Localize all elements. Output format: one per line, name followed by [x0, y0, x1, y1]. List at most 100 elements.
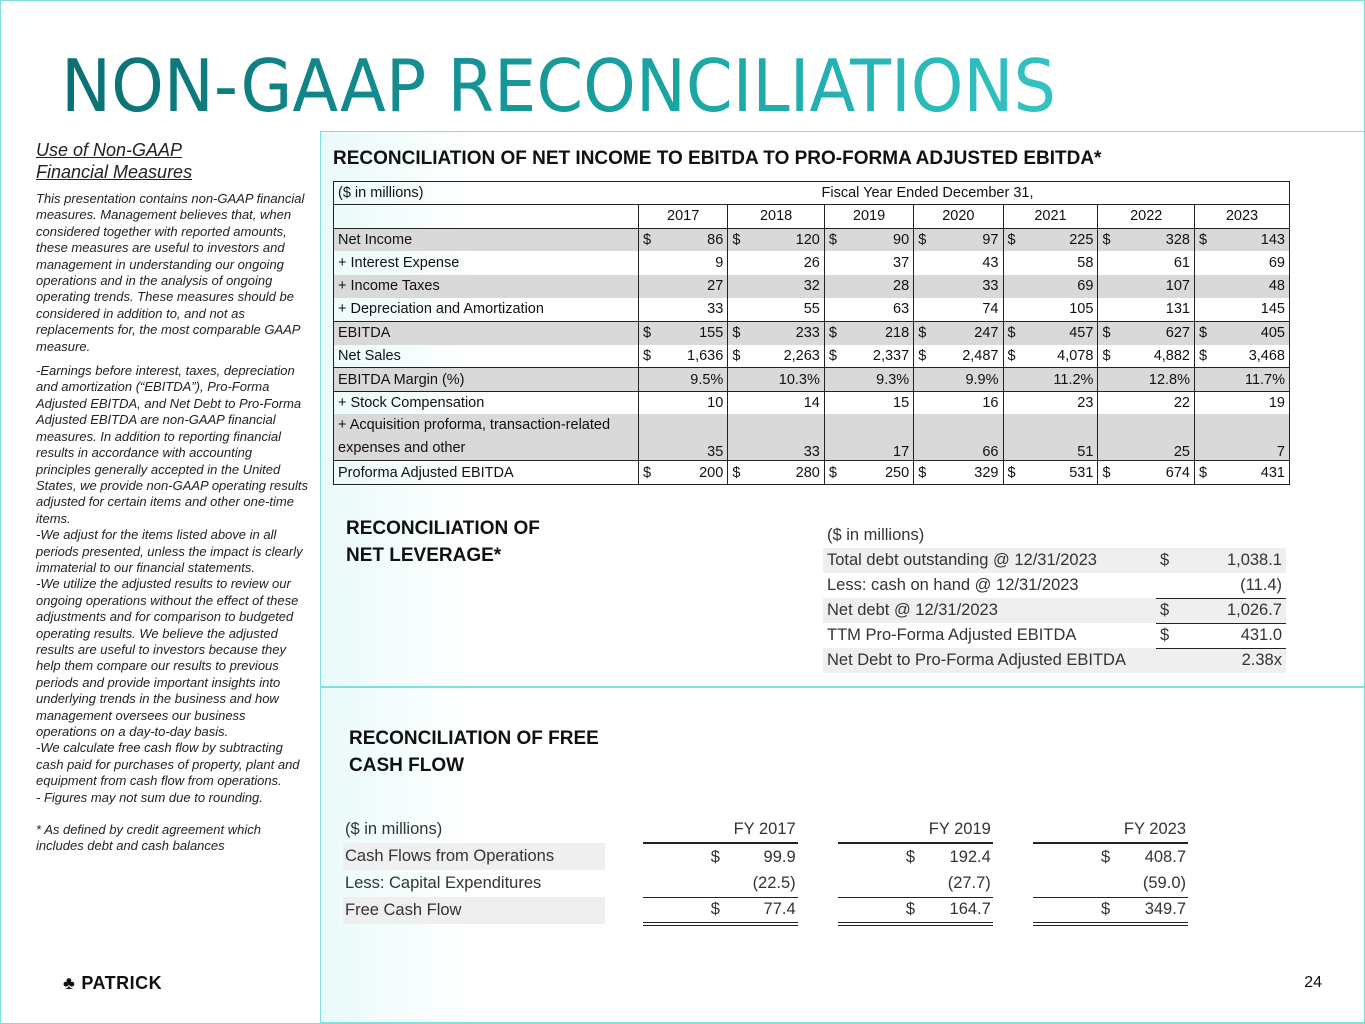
currency-symbol	[1194, 390, 1217, 415]
gap	[798, 816, 838, 843]
currency-symbol	[824, 274, 847, 298]
currency-symbol	[838, 870, 929, 897]
header-row: ($ in millions) FY 2017 FY 2019 FY 2023	[343, 816, 1188, 844]
disclosure-paragraph: -Earnings before interest, taxes, deprec…	[36, 363, 308, 805]
year-header: 2021	[1003, 204, 1099, 229]
currency-symbol: $	[1156, 597, 1186, 623]
gap	[798, 843, 838, 870]
value-cell: 17	[846, 414, 915, 461]
currency-symbol	[1097, 367, 1120, 392]
value-cell: 48	[1216, 274, 1290, 298]
currency-symbol: $	[1156, 548, 1186, 573]
gap	[605, 816, 643, 843]
currency-symbol	[727, 367, 750, 392]
value-cell: 164.7	[928, 896, 993, 926]
value-cell: 349.7	[1123, 896, 1188, 926]
value-cell: 99.9	[763, 847, 796, 866]
currency-symbol	[913, 367, 936, 392]
value-cell: 250	[846, 460, 915, 485]
value-cell: 4,882	[1119, 344, 1195, 368]
row-label: Free Cash Flow	[343, 897, 605, 924]
table-row: Net Debt to Pro-Forma Adjusted EBITDA 2.3…	[823, 647, 1286, 673]
currency-symbol: $	[1194, 320, 1217, 345]
year-header: 2018	[727, 204, 825, 229]
currency-symbol	[1097, 414, 1120, 461]
patrick-logo: ♣ PATRICK	[63, 973, 163, 993]
value-cell: 69	[1025, 274, 1099, 298]
value-cell: 22	[1119, 390, 1195, 415]
value-cell: 674	[1119, 460, 1195, 485]
row-label: Less: cash on hand @ 12/31/2023	[827, 576, 1079, 594]
gap	[605, 897, 643, 924]
table-row: + Acquisition proforma, transaction-rela…	[333, 414, 1290, 461]
units-label: ($ in millions)	[827, 526, 925, 544]
currency-symbol	[639, 298, 661, 321]
currency-symbol	[1156, 573, 1186, 598]
currency-symbol: $	[710, 847, 720, 866]
currency-symbol	[1033, 870, 1124, 897]
currency-symbol: $	[824, 460, 847, 485]
table-row: Less: Capital Expenditures (22.5) (27.7) (5…	[343, 870, 1188, 897]
value-cell: 2.38x	[1186, 647, 1286, 673]
row-label: Total debt outstanding @ 12/31/2023	[823, 548, 1156, 573]
table-row: Cash Flows from Operations $99.9 $192.4 $40…	[343, 843, 1188, 870]
currency-symbol: $	[1199, 347, 1208, 364]
currency-symbol: $	[824, 228, 847, 252]
gap	[605, 843, 643, 870]
year-header-row: 2017 2018 2019 2020 2021 2022 2023	[333, 204, 1290, 229]
currency-symbol: $	[828, 347, 837, 364]
currency-symbol: $	[1101, 847, 1111, 866]
currency-symbol	[1097, 390, 1120, 415]
currency-symbol: $	[1156, 622, 1186, 648]
footnote: * As defined by credit agreement which i…	[36, 822, 261, 854]
currency-symbol	[824, 367, 847, 392]
value-cell: (59.0)	[1142, 873, 1186, 892]
gap	[798, 870, 838, 897]
value-cell: 66	[935, 414, 1004, 461]
currency-symbol: $	[1097, 460, 1120, 485]
currency-symbol	[643, 870, 734, 897]
value-cell: 90	[846, 228, 915, 252]
ebitda-table: ($ in millions) Fiscal Year Ended Decembe…	[333, 181, 1290, 485]
units-row: ($ in millions)	[823, 523, 1286, 548]
currency-symbol: $	[732, 347, 741, 364]
currency-symbol	[1098, 298, 1120, 321]
currency-symbol: $	[643, 347, 652, 364]
currency-symbol	[914, 251, 936, 274]
value-cell: 11.7%	[1216, 367, 1290, 392]
value-cell: 1,636	[660, 344, 729, 368]
value-cell: 1,038.1	[1186, 548, 1286, 573]
value-cell: 131	[1119, 297, 1195, 322]
currency-symbol	[728, 298, 750, 321]
value-cell: 431.0	[1186, 622, 1286, 648]
currency-symbol: $	[1194, 460, 1217, 485]
value-cell: 51	[1025, 414, 1099, 461]
currency-symbol: $	[913, 460, 936, 485]
page-number: 24	[1304, 974, 1322, 991]
value-cell: 97	[935, 228, 1004, 252]
currency-symbol	[638, 390, 661, 415]
value-cell: 35	[660, 414, 729, 461]
table-row: EBITDA $155 $233 $218 $247 $457 $627 $405	[333, 320, 1290, 345]
currency-symbol	[727, 390, 750, 415]
currency-symbol: $	[1097, 228, 1120, 252]
year-header: 2017	[638, 204, 729, 229]
year-header: 2023	[1194, 204, 1290, 229]
table-row: + Interest Expense 9 26 37 43 58 61 69	[333, 251, 1290, 275]
gap	[993, 843, 1033, 870]
currency-symbol: $	[1102, 347, 1111, 364]
value-cell: 408.7	[1144, 847, 1186, 866]
value-cell: 9.5%	[660, 367, 729, 392]
table-row: Proforma Adjusted EBITDA $200 $280 $250 $329…	[333, 460, 1290, 485]
value-cell: 12.8%	[1119, 367, 1195, 392]
value-cell: 120	[749, 228, 825, 252]
currency-symbol: $	[905, 847, 916, 866]
value-cell: 328	[1119, 228, 1195, 252]
currency-symbol	[913, 274, 936, 298]
value-cell: 33	[749, 414, 825, 461]
table-row: Net debt @ 12/31/2023 $1,026.7	[823, 597, 1286, 623]
currency-symbol: $	[1003, 320, 1025, 345]
period-label: Fiscal Year Ended December 31,	[638, 181, 1290, 206]
value-cell: 627	[1119, 320, 1195, 345]
row-label: Net Debt to Pro-Forma Adjusted EBITDA	[823, 648, 1156, 673]
